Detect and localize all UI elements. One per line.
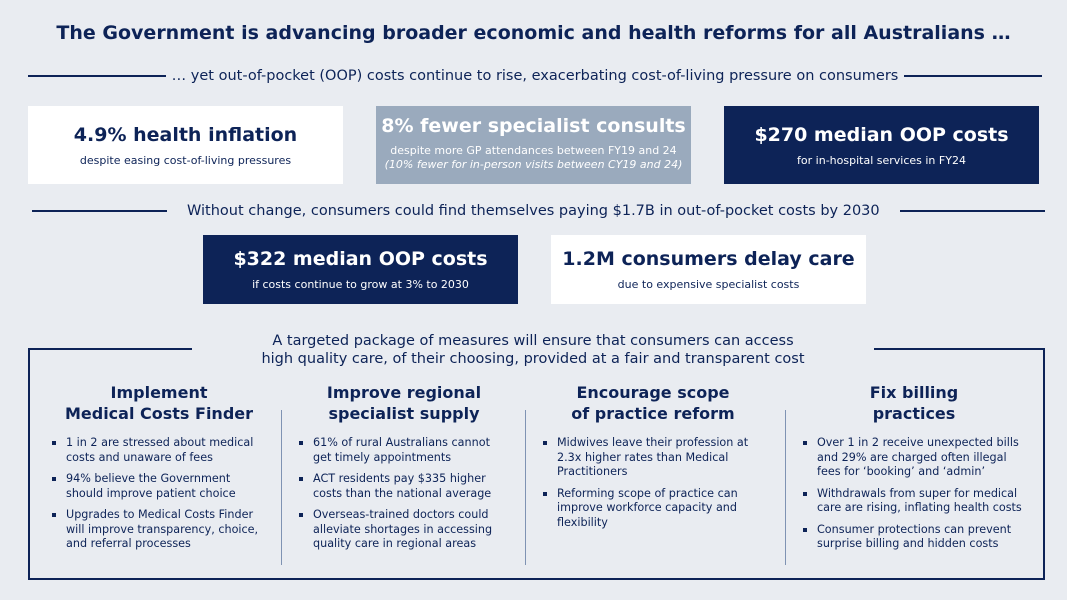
measure-column-costs-finder: Implement Medical Costs Finder 1 in 2 ar… [52, 382, 266, 559]
column-heading-line: Medical Costs Finder [64, 404, 254, 423]
list-item: Reforming scope of practice can improve … [543, 487, 763, 531]
column-heading: Encourage scope of practice reform [543, 382, 763, 424]
projection-row: Without change, consumers could find the… [32, 203, 1045, 219]
bullet-list: Midwives leave their profession at 2.3x … [543, 436, 763, 530]
package-heading: A targeted package of measures will ensu… [192, 332, 874, 368]
package-line-1: A targeted package of measures will ensu… [272, 333, 794, 349]
stat-caption: if costs continue to grow at 3% to 2030 [252, 278, 469, 291]
page-title: The Government is advancing broader econ… [56, 22, 1011, 44]
list-item: Withdrawals from super for medical care … [803, 487, 1025, 516]
package-line-2: high quality care, of their choosing, pr… [261, 351, 805, 367]
list-item: Over 1 in 2 receive unexpected bills and… [803, 436, 1025, 480]
list-item: Midwives leave their profession at 2.3x … [543, 436, 763, 480]
stat-value: 1.2M consumers delay care [562, 248, 855, 270]
column-heading: Fix billing practices [803, 382, 1025, 424]
stat-card-median-oop: $270 median OOP costs for in-hospital se… [724, 106, 1039, 184]
list-item: 1 in 2 are stressed about medical costs … [52, 436, 266, 465]
stat-caption: for in-hospital services in FY24 [797, 153, 966, 167]
list-item: ACT residents pay $335 higher costs than… [299, 472, 509, 501]
stat-card-projected-oop: $322 median OOP costs if costs continue … [203, 235, 518, 304]
measure-column-regional-supply: Improve regional specialist supply 61% o… [299, 382, 509, 559]
list-item: Upgrades to Medical Costs Finder will im… [52, 508, 266, 552]
frame-mask [192, 340, 874, 354]
stat-card-health-inflation: 4.9% health inflation despite easing cos… [28, 106, 343, 184]
list-item: 61% of rural Australians cannot get time… [299, 436, 509, 465]
bullet-list: Over 1 in 2 receive unexpected bills and… [803, 436, 1025, 552]
column-divider [525, 410, 526, 565]
divider-line [899, 210, 1045, 212]
stat-card-delay-care: 1.2M consumers delay care due to expensi… [551, 235, 866, 304]
stat-value: 4.9% health inflation [73, 123, 298, 146]
column-heading-line: Improve regional [326, 383, 482, 402]
stat-value: $270 median OOP costs [754, 123, 1009, 146]
column-heading: Implement Medical Costs Finder [52, 382, 266, 424]
stat-caption: despite easing cost-of-living pressures [79, 153, 292, 167]
divider-line [32, 210, 167, 212]
stat-note: (10% fewer for in-person visits between … [384, 158, 683, 171]
column-heading-line: specialist supply [328, 404, 480, 423]
divider-line [904, 75, 1043, 77]
bullet-list: 61% of rural Australians cannot get time… [299, 436, 509, 552]
column-heading-line: practices [872, 404, 956, 423]
column-heading-line: Fix billing [869, 383, 959, 402]
list-item: Overseas-trained doctors could alleviate… [299, 508, 509, 552]
measure-column-billing-practices: Fix billing practices Over 1 in 2 receiv… [803, 382, 1025, 559]
column-heading: Improve regional specialist supply [299, 382, 509, 424]
stat-card-specialist-consults: 8% fewer specialist consults despite mor… [376, 106, 691, 184]
subtitle-row: … yet out-of-pocket (OOP) costs continue… [28, 68, 1043, 84]
measure-column-scope-of-practice: Encourage scope of practice reform Midwi… [543, 382, 763, 537]
subtitle: … yet out-of-pocket (OOP) costs continue… [171, 68, 899, 84]
stat-value: 8% fewer specialist consults [381, 115, 686, 137]
list-item: Consumer protections can prevent surpris… [803, 523, 1025, 552]
column-divider [281, 410, 282, 565]
list-item: 94% believe the Government should improv… [52, 472, 266, 501]
column-heading-line: Encourage scope [576, 383, 730, 402]
column-divider [785, 410, 786, 565]
stat-caption: despite more GP attendances between FY19… [390, 144, 677, 157]
stat-value: $322 median OOP costs [233, 248, 488, 270]
stat-caption: due to expensive specialist costs [617, 278, 800, 291]
projection-text: Without change, consumers could find the… [187, 203, 880, 219]
column-heading-line: Implement [110, 383, 208, 402]
column-heading-line: of practice reform [571, 404, 735, 423]
bullet-list: 1 in 2 are stressed about medical costs … [52, 436, 266, 552]
divider-line [28, 75, 166, 77]
